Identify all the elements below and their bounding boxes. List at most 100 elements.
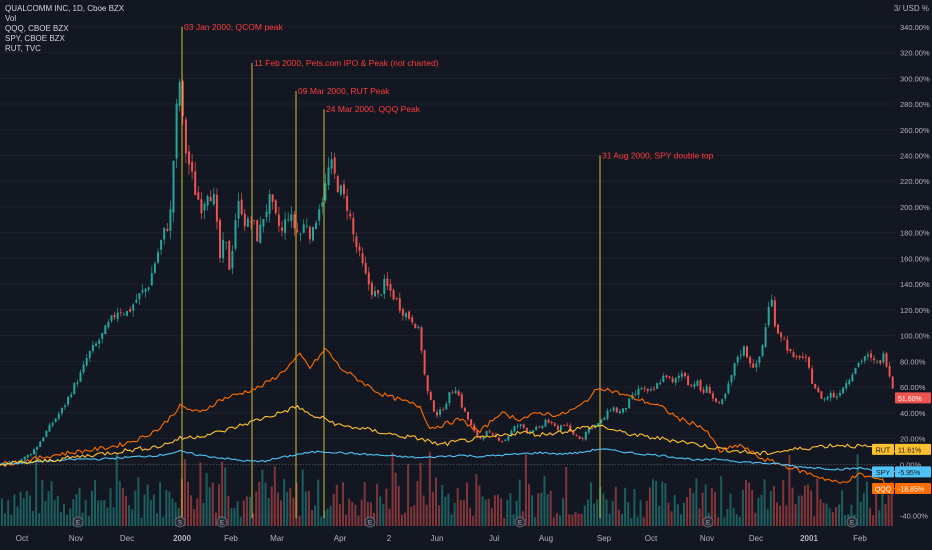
x-tick-label: Dec [749, 534, 763, 543]
axis-unit-label[interactable]: 3/ USD % [893, 4, 929, 13]
earnings-marker-label: E [76, 521, 80, 527]
volume-bar [645, 500, 648, 526]
candle-body [20, 459, 23, 462]
candle-body [138, 293, 141, 300]
legend-qqq[interactable]: QQQ, CBOE BZX [5, 24, 69, 33]
candle-body [45, 430, 48, 437]
volume-bar [819, 499, 822, 526]
earnings-marker-label: E [706, 521, 710, 527]
volume-bar [577, 513, 580, 526]
volume-bar [862, 492, 865, 526]
volume-bar [810, 490, 813, 526]
volume-bar [379, 496, 382, 526]
candle-body [250, 221, 252, 223]
candle-body [119, 312, 122, 314]
series-name-badge [872, 466, 894, 478]
y-tick-label: 280.00% [900, 100, 930, 109]
legend-main-symbol[interactable]: QUALCOMM INC, 1D, Cboe BZX [5, 4, 125, 13]
candle-body [281, 227, 283, 231]
candle-body [470, 419, 473, 425]
volume-bar [791, 487, 794, 526]
legend-rut[interactable]: RUT, TVC [5, 44, 41, 53]
candle-body [287, 219, 290, 221]
volume-bar [732, 507, 735, 526]
y-tick-label: -40.00% [900, 512, 928, 521]
volume-bar [351, 501, 354, 526]
candle-body [513, 426, 516, 432]
candle-body [767, 306, 770, 326]
volume-bar [152, 494, 155, 526]
volume-bar [462, 500, 465, 526]
legend-volume[interactable]: Vol [5, 14, 17, 23]
volume-bar [586, 499, 589, 526]
candle-body [95, 343, 97, 346]
candle-body [212, 194, 215, 205]
candle-body [662, 375, 665, 382]
volume-bar [472, 515, 475, 526]
volume-bar [509, 493, 512, 526]
volume-bar [788, 454, 791, 526]
candle-body [411, 317, 414, 323]
volume-bar [633, 489, 636, 526]
candle-body [482, 436, 485, 440]
candle-body [882, 353, 885, 363]
candle-body [234, 220, 237, 249]
candle-body [693, 384, 696, 387]
candle-body [259, 224, 262, 243]
candle-body [848, 380, 851, 385]
volume-bar [621, 513, 623, 526]
volume-bar [307, 490, 310, 526]
candle-body [842, 387, 845, 394]
earnings-marker [364, 516, 376, 528]
candle-body [243, 213, 246, 227]
candle-body [284, 219, 287, 234]
candle-body [835, 396, 838, 398]
candle-body [246, 218, 249, 227]
volume-bar [13, 494, 16, 526]
volume-bar [264, 482, 267, 526]
volume-bar [211, 482, 214, 526]
candle-body [640, 388, 643, 390]
candle-body [321, 202, 324, 207]
y-tick-label: 160.00% [900, 254, 930, 263]
series-name-badge [872, 443, 894, 455]
candle-body [191, 161, 194, 172]
volume-bar [41, 479, 44, 526]
volume-bar [311, 509, 313, 526]
candle-body [538, 426, 541, 428]
volume-bar [667, 502, 670, 526]
annotation-label: 31 Aug 2000, SPY double top [602, 151, 714, 161]
volume-bar [800, 495, 803, 526]
x-tick-label: Jul [489, 534, 499, 543]
volume-bar [661, 481, 664, 526]
volume-bar [869, 508, 871, 526]
volume-bar [100, 500, 103, 526]
volume-bar [580, 513, 583, 526]
candle-body [51, 423, 54, 426]
candle-body [141, 290, 144, 293]
earnings-marker-label: E [368, 521, 372, 527]
volume-bar [97, 500, 100, 526]
volume-bar [469, 508, 472, 526]
volume-bar [850, 504, 853, 526]
candle-body [67, 396, 70, 405]
volume-bar [856, 454, 859, 526]
candle-body [144, 288, 147, 292]
volume-bar [831, 512, 834, 526]
earnings-marker-label: E [518, 521, 522, 527]
candle-body [643, 387, 646, 389]
candle-body [157, 252, 159, 263]
candle-body [637, 388, 640, 396]
candle-body [39, 441, 42, 448]
volume-bar [159, 482, 162, 526]
candle-body [773, 300, 776, 327]
value-badge-label: -18.85% [898, 487, 924, 494]
volume-bar [357, 515, 360, 526]
legend-spy[interactable]: SPY, CBOE BZX [5, 34, 65, 43]
candle-body [436, 412, 438, 416]
volume-bar [425, 504, 428, 526]
volume-bar [131, 509, 134, 526]
candle-body [367, 272, 370, 285]
